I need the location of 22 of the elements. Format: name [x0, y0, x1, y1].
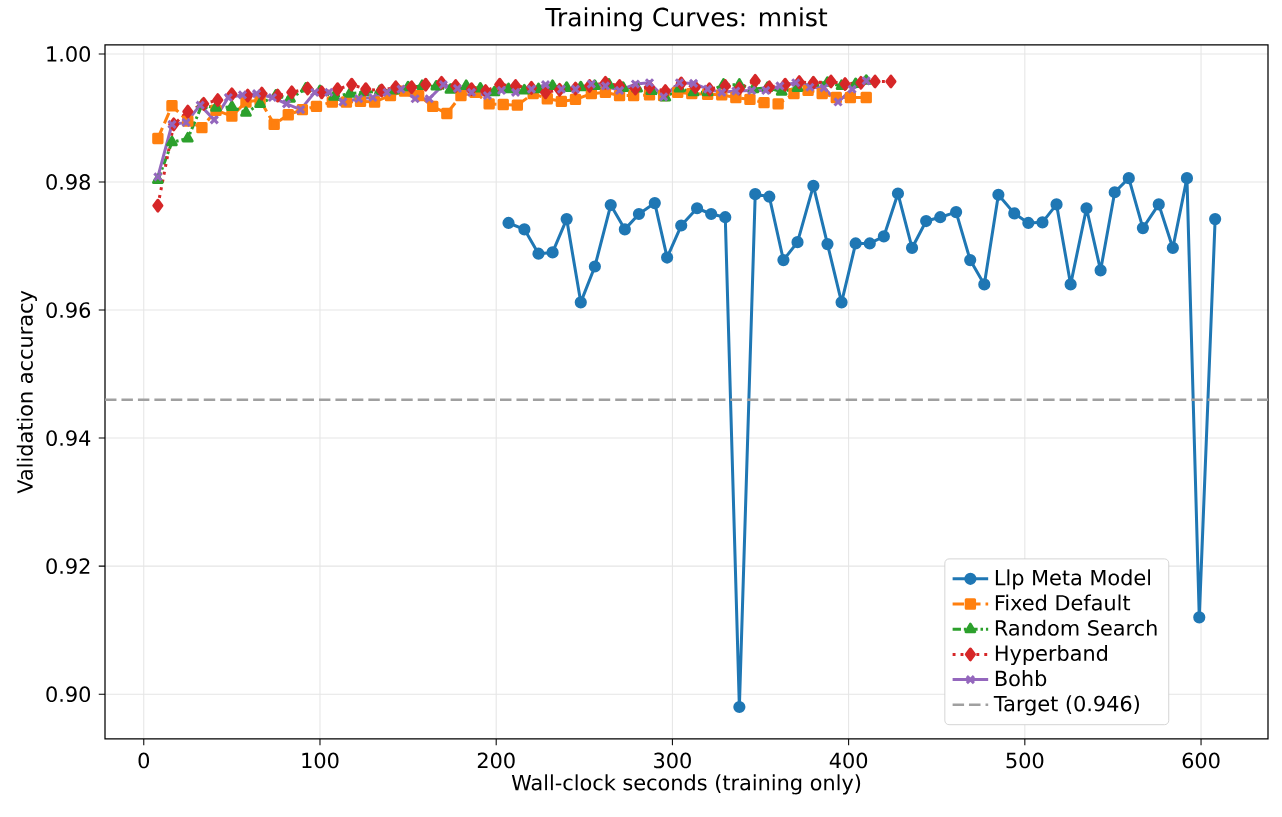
legend-label: Target (0.946): [993, 695, 1139, 716]
x-tick-label: 100: [302, 752, 339, 769]
y-tick-label: 0.98: [46, 174, 90, 190]
x-tick-label: 600: [1182, 752, 1220, 769]
y-axis-title: Validation accuracy: [16, 290, 37, 494]
x-tick-label: 300: [654, 752, 691, 769]
y-tick-label: 0.96: [46, 302, 91, 318]
legend-label: Fixed Default: [995, 594, 1131, 611]
legend-label: Bohb: [995, 670, 1047, 687]
y-tick-label: 0.94: [46, 430, 91, 446]
x-tick-label: 0: [138, 752, 150, 769]
x-tick-label: 200: [477, 752, 515, 769]
x-axis-title: Wall-clock seconds (training only): [511, 774, 861, 795]
y-tick-label: 1.00: [47, 46, 91, 62]
y-tick-label: 0.92: [46, 558, 90, 574]
x-tick-label: 500: [1006, 752, 1044, 769]
x-tick-label: 400: [829, 752, 868, 769]
chart-title: Training Curves: mnist: [545, 7, 828, 32]
legend-label: Random Search: [995, 619, 1157, 636]
legend-label: Llp Meta Model: [995, 569, 1151, 590]
y-tick-label: 0.90: [46, 686, 91, 703]
legend-label: Hyperband: [995, 644, 1107, 666]
